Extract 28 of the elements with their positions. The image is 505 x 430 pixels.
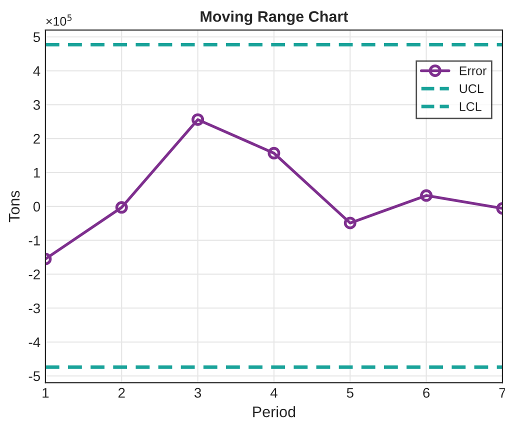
y-tick-label: -3 [28,303,40,314]
chart-title: Moving Range Chart [200,10,348,26]
point [192,113,204,126]
x-tick-label: 4 [270,388,278,398]
x-tick-label: 6 [423,388,430,398]
x-axis-title: Period [253,406,296,418]
y-tick-label: 2 [34,134,40,144]
x-tick-label: 1 [42,388,49,398]
point [268,146,280,160]
legend-label: Error [460,66,486,76]
y-tick-label: 5 [33,32,40,42]
y-tick-label: -2 [28,270,40,280]
y-tick-label: -4 [28,337,40,348]
x-tick-label: 2 [118,388,125,398]
y-tick-label: -1 [28,236,40,246]
y-tick-label: -5 [28,371,40,382]
y-tick-label: 1 [34,168,40,178]
y-tick-label: 0 [33,202,40,212]
legend-label: LCL [460,102,482,112]
x-tick-label: 5 [346,388,354,398]
y-tick-label: 4 [33,66,40,76]
point [344,216,356,230]
x-tick-label: 3 [194,388,202,398]
point [115,201,128,214]
legend-label: UCL [460,84,484,94]
text: ×10$^{5}$ [46,14,72,26]
y-tick-label: 3 [33,100,40,110]
y-axis-title: Tons [9,190,20,222]
